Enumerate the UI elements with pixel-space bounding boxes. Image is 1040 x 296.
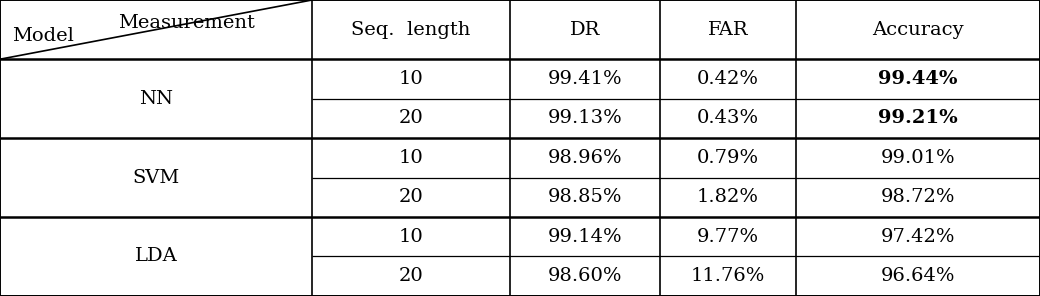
Text: DR: DR xyxy=(570,21,600,38)
Text: 99.14%: 99.14% xyxy=(548,228,622,246)
Text: 10: 10 xyxy=(398,228,423,246)
Text: 99.01%: 99.01% xyxy=(881,149,955,167)
Text: 10: 10 xyxy=(398,70,423,88)
Text: 20: 20 xyxy=(398,188,423,206)
Text: 11.76%: 11.76% xyxy=(691,267,765,285)
Text: 20: 20 xyxy=(398,110,423,127)
Text: 98.96%: 98.96% xyxy=(548,149,622,167)
Text: LDA: LDA xyxy=(134,247,178,266)
Text: 20: 20 xyxy=(398,267,423,285)
Text: 98.72%: 98.72% xyxy=(881,188,955,206)
Text: 99.41%: 99.41% xyxy=(548,70,622,88)
Text: Seq.  length: Seq. length xyxy=(352,21,470,38)
Text: SVM: SVM xyxy=(132,168,180,186)
Text: 0.79%: 0.79% xyxy=(697,149,759,167)
Text: 98.60%: 98.60% xyxy=(548,267,622,285)
Text: 99.21%: 99.21% xyxy=(878,110,958,127)
Text: Measurement: Measurement xyxy=(118,14,255,32)
Text: 0.43%: 0.43% xyxy=(697,110,759,127)
Text: 10: 10 xyxy=(398,149,423,167)
Text: 1.82%: 1.82% xyxy=(697,188,759,206)
Text: 9.77%: 9.77% xyxy=(697,228,759,246)
Text: NN: NN xyxy=(139,90,173,108)
Text: 98.85%: 98.85% xyxy=(548,188,622,206)
Text: 0.42%: 0.42% xyxy=(697,70,759,88)
Text: Accuracy: Accuracy xyxy=(872,21,964,38)
Text: 96.64%: 96.64% xyxy=(881,267,955,285)
Text: 99.13%: 99.13% xyxy=(548,110,622,127)
Text: FAR: FAR xyxy=(707,21,749,38)
Text: Model: Model xyxy=(12,27,74,45)
Text: 99.44%: 99.44% xyxy=(878,70,958,88)
Text: 97.42%: 97.42% xyxy=(881,228,955,246)
